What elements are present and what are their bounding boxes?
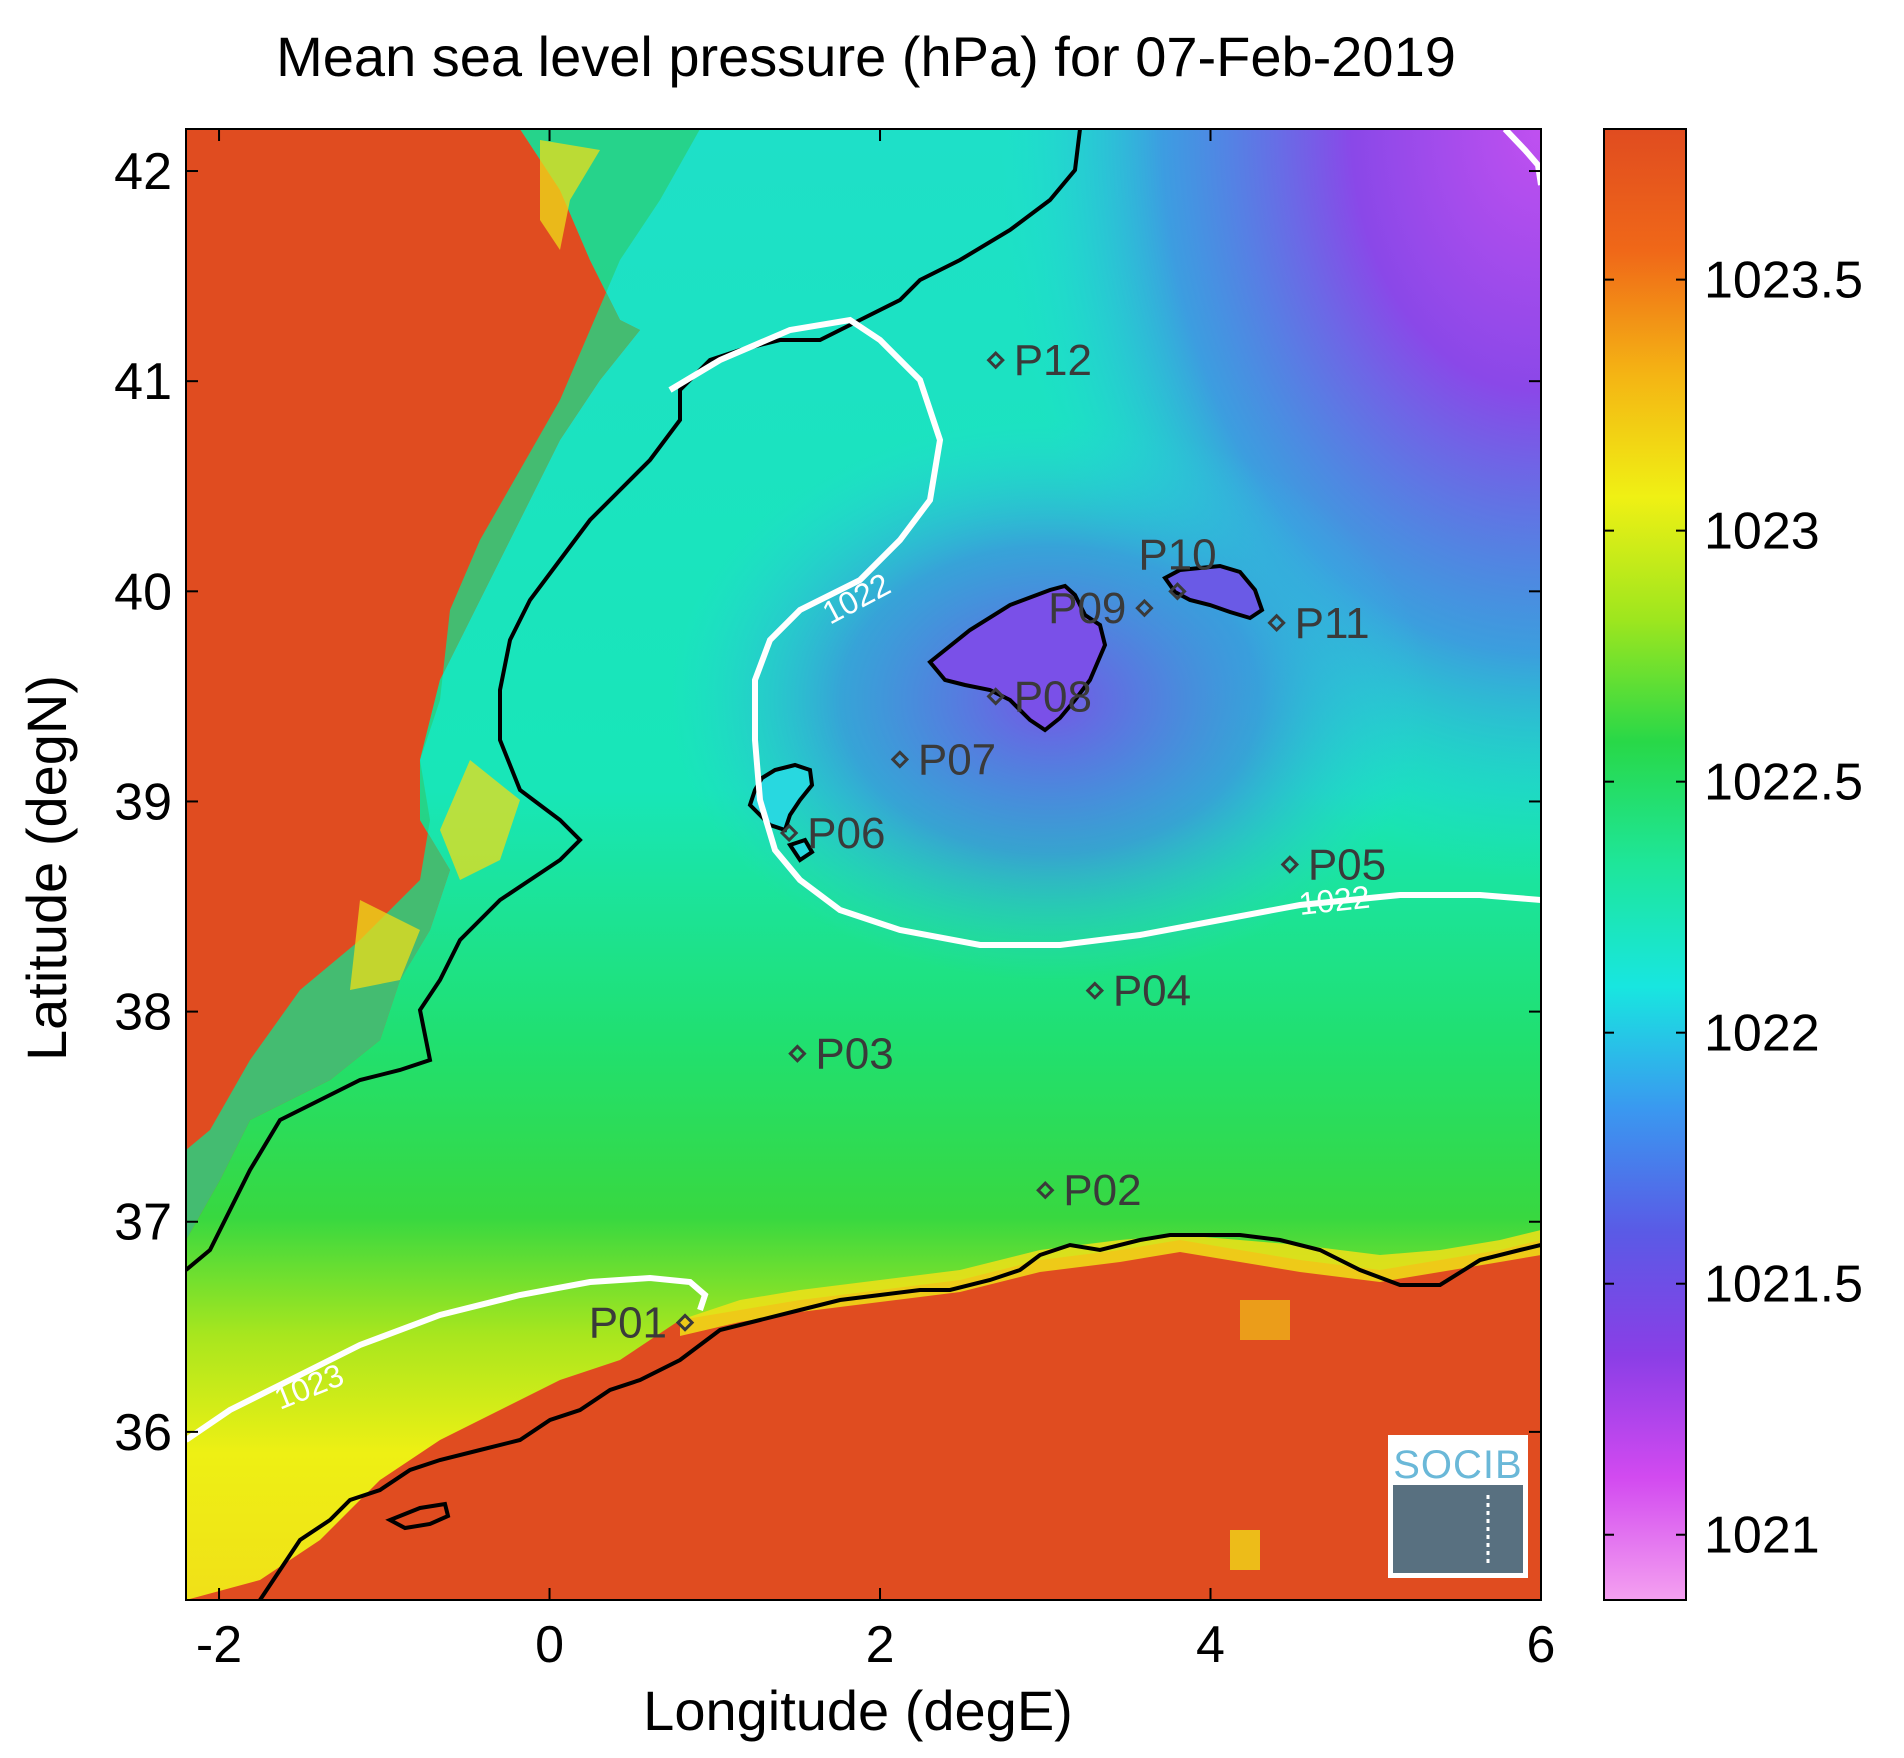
formentera-island [786, 837, 815, 863]
y-tick-label: 39 [114, 773, 172, 831]
africa-coastline [256, 1233, 1541, 1600]
y-axis-title: Latitude (degN) [15, 675, 78, 1061]
plot-frame [185, 128, 1542, 1601]
africa-detail-1 [1240, 1300, 1290, 1340]
alboran-island [385, 1501, 451, 1531]
colorbar-tick-label: 1022 [1704, 1005, 1820, 1063]
iberia-coast-fringe [186, 129, 700, 1240]
mallorca-island [927, 583, 1108, 733]
station-label: P11 [1295, 599, 1370, 648]
colorbar-tick-label: 1021 [1704, 1507, 1820, 1565]
plot-area: 1022 1022 1023 P01P02P03P04P05P06P07P08P… [186, 129, 1541, 1600]
station-label: P01 [589, 1299, 667, 1348]
x-tick-label: 2 [866, 1616, 895, 1674]
logo-text: SOCIB [1393, 1443, 1522, 1487]
colorbar-tick-label: 1023.5 [1704, 252, 1863, 310]
menorca-island [1162, 563, 1265, 621]
station-label: P05 [1308, 841, 1386, 890]
station-label: P03 [815, 1030, 893, 1079]
socib-logo: SOCIB [1388, 1435, 1528, 1578]
y-tick-label: 42 [114, 143, 172, 201]
iberia-land [186, 129, 640, 1240]
contour-1022-north [668, 316, 1541, 948]
chart-title: Mean sea level pressure (hPa) for 07-Feb… [276, 25, 1456, 88]
station-label: P02 [1063, 1166, 1141, 1215]
x-axis-title: Longitude (degE) [643, 1679, 1073, 1742]
station-marker [1135, 598, 1154, 618]
x-tick-label: 0 [535, 1616, 564, 1674]
colorbar-tick-label: 1021.5 [1704, 1256, 1863, 1314]
station-label: P10 [1138, 530, 1216, 579]
africa-land [186, 1240, 1541, 1600]
y-tick-label: 40 [114, 563, 172, 621]
station-label: P04 [1113, 967, 1191, 1016]
station-label: P08 [1014, 672, 1092, 721]
station-label: P06 [807, 809, 885, 858]
colorbar-bar [1603, 128, 1687, 1601]
y-tick-label: 36 [114, 1404, 172, 1462]
station-marker [1267, 613, 1286, 633]
y-tick-label: 38 [114, 984, 172, 1042]
station-label: P12 [1014, 336, 1092, 385]
x-tick-label: -2 [196, 1616, 242, 1674]
contour-1023 [186, 1274, 709, 1443]
africa-coast-fringe [680, 1230, 1541, 1336]
station-label: P09 [1048, 584, 1126, 633]
station-label: P07 [918, 735, 996, 784]
iberia-coastline [186, 129, 1082, 1272]
y-axis: 36 37 38 39 40 41 42 [114, 143, 1541, 1462]
station-marker [675, 1313, 695, 1332]
station-marker [986, 687, 1005, 706]
contour-label-1022-b: 1022 [1297, 879, 1372, 922]
colorbar-tick-label: 1022.5 [1704, 754, 1863, 812]
station-marker [779, 823, 799, 843]
colorbar-tick-label: 1023 [1704, 503, 1820, 561]
colorbar-ticks: 1021 1021.5 1022 1022.5 1023 1023.5 [1604, 252, 1863, 1565]
y-tick-label: 41 [114, 353, 172, 411]
x-tick-label: 6 [1527, 1616, 1556, 1674]
station-marker [890, 750, 910, 769]
x-axis: -2 0 2 4 6 [196, 129, 1556, 1674]
x-tick-label: 4 [1196, 1616, 1225, 1674]
station-marker [788, 1044, 807, 1063]
station-marker [1085, 981, 1105, 1000]
station-marker [1036, 1181, 1055, 1200]
iberia-coast-highlights [350, 140, 600, 990]
y-tick-label: 37 [114, 1194, 172, 1252]
station-marker [986, 350, 1005, 370]
station-marker [1280, 855, 1300, 874]
station-marker [1168, 582, 1187, 601]
africa-detail-2 [1230, 1530, 1260, 1570]
contour-1022-corner [1502, 129, 1541, 186]
